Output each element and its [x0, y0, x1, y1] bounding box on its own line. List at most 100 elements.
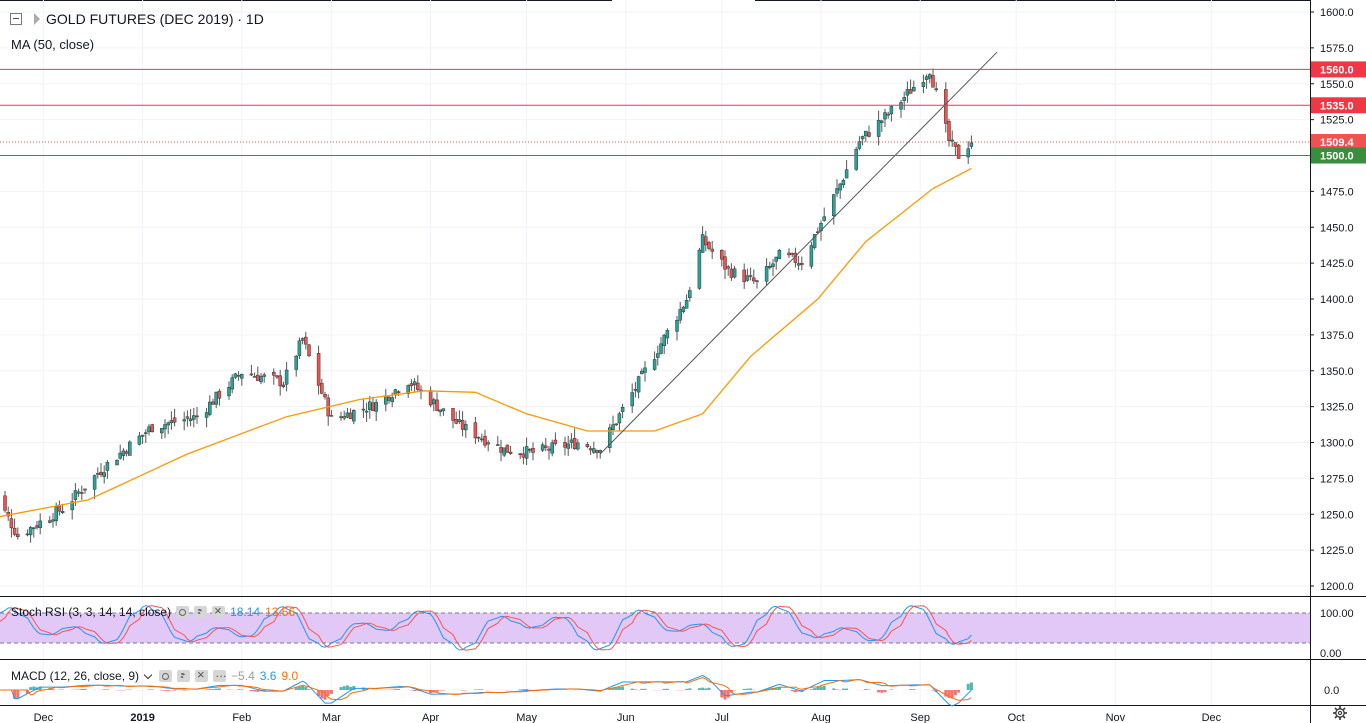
- collapse-legend-icon[interactable]: [10, 13, 22, 25]
- candle-body: [620, 407, 625, 412]
- price-tick-label: 1425.0: [1320, 258, 1354, 270]
- stoch-rsi-label[interactable]: Stoch RSI (3, 3, 14, 14, close): [11, 605, 172, 619]
- stoch-rsi-pane: 100.00 0.00: [0, 605, 1354, 660]
- candle-body: [771, 263, 775, 267]
- macd-hist-bar: [877, 690, 881, 693]
- candle-body: [204, 412, 209, 418]
- candle-body: [3, 495, 7, 511]
- candle-body: [441, 408, 446, 412]
- price-tick-label: 1575.0: [1320, 43, 1354, 55]
- macd-hist-bar: [774, 687, 778, 690]
- candle-body: [643, 367, 647, 373]
- macd-hist-bar: [29, 687, 33, 690]
- candle-body: [585, 444, 590, 447]
- eye-icon[interactable]: [176, 606, 190, 618]
- candle-body: [764, 266, 769, 282]
- macd-label[interactable]: MACD (12, 26, close, 9): [11, 669, 140, 683]
- candle-body: [115, 459, 119, 466]
- candle-body: [166, 422, 170, 426]
- more-icon[interactable]: [213, 666, 227, 682]
- time-tick-label: Aug: [811, 712, 831, 723]
- macd-hist-bar: [429, 690, 433, 694]
- candle-body: [329, 415, 334, 417]
- candle-body: [102, 472, 106, 477]
- candle-body: [800, 263, 804, 266]
- settings-gear-icon[interactable]: [1332, 705, 1348, 721]
- macd-hist-bar: [969, 682, 973, 690]
- price-tick-label: 1350.0: [1320, 366, 1354, 378]
- macd-hist-bar: [633, 689, 637, 690]
- macd-hist-bar: [173, 690, 177, 691]
- level-tag-label: 1500.0: [1320, 151, 1354, 163]
- candle-body: [947, 121, 951, 141]
- candle-body: [732, 268, 737, 278]
- candle-body: [912, 86, 916, 92]
- candle-body: [633, 388, 638, 391]
- gear-icon[interactable]: [194, 606, 208, 618]
- candle-body: [611, 424, 615, 430]
- candle-body: [240, 373, 244, 379]
- candle-body: [172, 417, 177, 423]
- macd-hist-bar: [797, 690, 801, 692]
- macd-hist-bar: [477, 689, 481, 690]
- stoch-d-line: [0, 605, 972, 651]
- candle-body: [832, 194, 836, 217]
- time-tick-label: 2019: [130, 712, 154, 723]
- candle-body: [80, 492, 84, 494]
- close-icon[interactable]: [212, 603, 226, 618]
- candle-body: [752, 277, 756, 282]
- time-tick-label: May: [516, 712, 537, 723]
- candle-body: [83, 488, 87, 491]
- macd-hist-bar: [521, 689, 525, 690]
- candle-body: [435, 399, 439, 411]
- candle-body: [105, 462, 110, 471]
- macd-hist-bar: [211, 689, 215, 690]
- macd-hist-bar: [25, 690, 29, 694]
- close-icon[interactable]: [195, 667, 209, 682]
- candle-body: [476, 436, 481, 439]
- time-tick-label: Feb: [232, 712, 251, 723]
- eye-icon[interactable]: [159, 670, 173, 682]
- candle-body: [841, 180, 846, 186]
- candle-body: [38, 520, 42, 529]
- candle-body: [598, 450, 602, 453]
- candle-body: [409, 383, 414, 387]
- candle-body: [790, 253, 794, 255]
- candle-body: [777, 249, 782, 260]
- candle-body: [35, 525, 39, 528]
- candle-body: [502, 447, 506, 456]
- macd-hist-bar: [304, 686, 308, 690]
- candle-body: [768, 265, 772, 269]
- candle-body: [905, 89, 910, 96]
- macd-hist-bar: [889, 689, 893, 690]
- candle-body: [483, 435, 487, 446]
- gear-icon[interactable]: [177, 670, 191, 682]
- candle-body: [307, 344, 311, 356]
- macd-hist-bar: [326, 690, 330, 696]
- candle-body: [48, 520, 52, 523]
- candle-body: [662, 334, 666, 347]
- chevron-down-icon[interactable]: [143, 670, 153, 679]
- macd-hist-bar: [697, 688, 701, 690]
- candle-body: [528, 449, 532, 451]
- trendline: [599, 51, 998, 455]
- candle-body: [352, 409, 356, 422]
- macd-hist-bar: [685, 688, 689, 690]
- candle-body: [588, 448, 593, 451]
- macd-hist-bar: [819, 686, 823, 690]
- macd-hist-bar: [393, 689, 397, 690]
- macd-hist-bar: [13, 690, 17, 699]
- candle-body: [428, 390, 433, 406]
- candle-body: [342, 416, 346, 419]
- candle-body: [787, 252, 791, 256]
- candle-body: [160, 428, 164, 434]
- ma-indicator-label[interactable]: MA (50, close): [11, 37, 95, 52]
- candle-body: [390, 397, 394, 403]
- macd-axis-label: 0.0: [1324, 685, 1339, 697]
- price-tick-label: 1475.0: [1320, 186, 1354, 198]
- candle-body: [163, 424, 167, 430]
- candle-body: [281, 384, 286, 387]
- level-tag: [1311, 97, 1366, 114]
